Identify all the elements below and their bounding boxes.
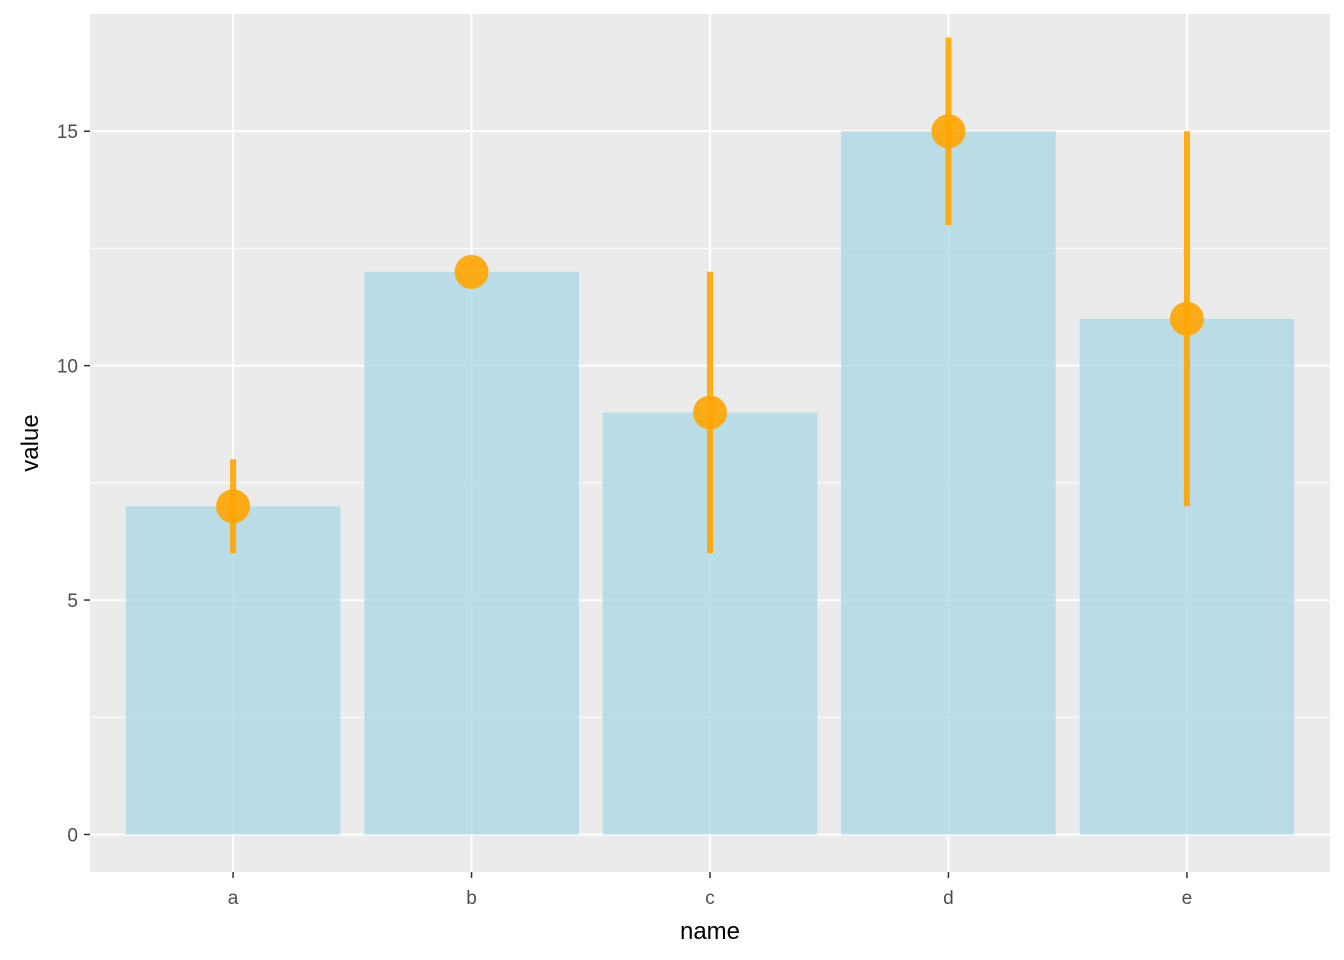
- x-tick-label: a: [228, 888, 239, 909]
- y-tick-label: 5: [67, 591, 78, 612]
- bars: [125, 131, 1295, 835]
- x-tick-label: d: [943, 888, 954, 909]
- point-c: [693, 395, 727, 430]
- y-tick-label: 15: [57, 122, 78, 143]
- y-axis-title: value: [17, 414, 44, 471]
- x-tick-label: c: [705, 888, 715, 909]
- y-tick-label: 10: [57, 357, 78, 378]
- bar-d: [841, 131, 1056, 835]
- points: [216, 114, 1204, 524]
- point-b: [454, 254, 489, 289]
- x-axis: a b c d e: [228, 872, 1192, 909]
- x-tick-label: e: [1182, 888, 1193, 909]
- bar-b: [364, 271, 579, 835]
- x-axis-title: name: [680, 918, 740, 945]
- point-a: [216, 489, 251, 524]
- y-axis: 0 5 10 15: [57, 122, 90, 846]
- point-d: [931, 114, 966, 149]
- y-tick-label: 0: [67, 825, 78, 846]
- point-e: [1169, 301, 1204, 336]
- x-tick-label: b: [466, 888, 477, 909]
- bar-a: [125, 506, 341, 835]
